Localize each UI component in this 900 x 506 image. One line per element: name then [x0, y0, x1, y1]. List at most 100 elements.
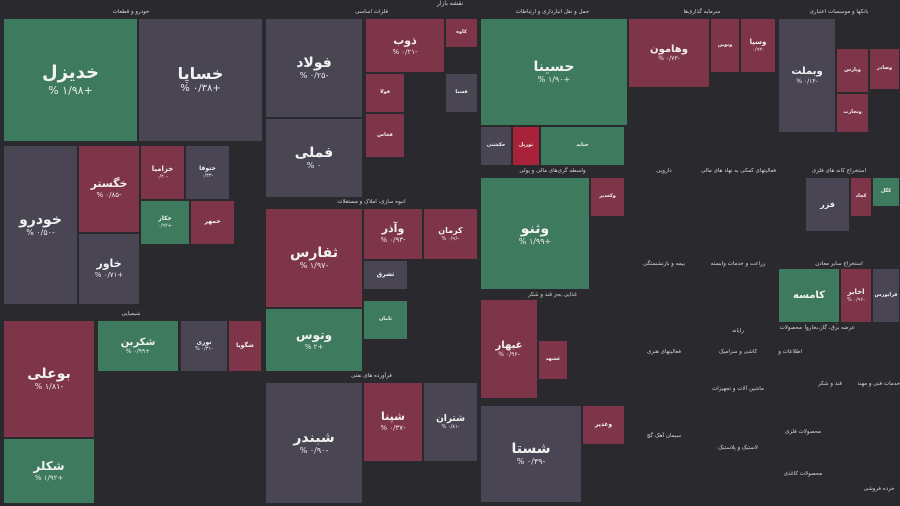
- stock-tile[interactable]: ثشرق: [363, 260, 408, 290]
- stock-change: -۰/۳۳: [201, 172, 214, 179]
- sector-label: رایانه: [732, 328, 744, 334]
- stock-symbol: خساپا: [177, 63, 224, 83]
- stock-tile[interactable]: وثنو +۱/۹۹ %: [480, 177, 590, 290]
- stock-tile[interactable]: کاوه: [445, 18, 478, 48]
- stock-tile[interactable]: شبندر -۰/۹۰ %: [265, 382, 363, 504]
- stock-symbol: کاوه: [456, 29, 467, 36]
- stock-tile[interactable]: وتوس +۲ %: [265, 308, 363, 372]
- stock-symbol: وثنو: [520, 220, 550, 237]
- stock-tile[interactable]: تورپل: [512, 126, 540, 166]
- stock-tile[interactable]: نوری -۰/۳۱ %: [180, 320, 228, 372]
- stock-symbol: غشهد: [545, 356, 561, 363]
- stock-symbol: وسپا: [749, 38, 767, 47]
- stock-symbol: وتوس: [295, 327, 333, 342]
- stock-tile[interactable]: خمهر: [190, 200, 235, 245]
- stock-tile[interactable]: ختوقا -۰/۳۳: [185, 145, 230, 200]
- stock-tile[interactable]: خگستر -۰/۸۵ %: [78, 145, 140, 233]
- sector-label: فعالیتهای هنری: [646, 349, 682, 355]
- stock-symbol: فزر: [820, 199, 835, 209]
- stock-symbol: وبملت: [791, 66, 823, 78]
- stock-tile[interactable]: فسبا: [445, 73, 478, 113]
- sector-label: کاشی و سرامیک: [718, 349, 758, 355]
- stock-tile[interactable]: وسپا -۰/۹۳: [740, 18, 776, 73]
- stock-tile[interactable]: وکغدیر: [590, 177, 625, 217]
- stock-change: -۰/۲۱ %: [392, 47, 418, 56]
- stock-symbol: حتاید: [576, 142, 589, 149]
- stock-tile[interactable]: حتاید: [540, 126, 625, 166]
- stock-symbol: فسبا: [455, 89, 468, 96]
- stock-change: +۰/۳۸ %: [180, 83, 221, 95]
- stock-tile[interactable]: فملی ۰ %: [265, 118, 363, 198]
- stock-change: -۰/۹۶ %: [847, 296, 865, 303]
- stock-tile[interactable]: وصادر: [869, 48, 900, 90]
- stock-tile[interactable]: ثامان: [363, 300, 408, 340]
- stock-symbol: خاور: [96, 257, 122, 271]
- stock-change: ۰ %: [306, 161, 322, 171]
- stock-symbol: خدیزل: [42, 62, 99, 84]
- stock-change: +۱/۹۰ %: [537, 75, 571, 85]
- stock-tile[interactable]: خدیزل +۱/۹۸ %: [3, 18, 138, 142]
- stock-tile[interactable]: فولاد -۰/۲۵ %: [265, 18, 363, 118]
- stock-tile[interactable]: شکلر +۱/۹۲ %: [3, 438, 95, 504]
- stock-tile[interactable]: شستا -۰/۴۹ %: [480, 405, 582, 503]
- stock-tile[interactable]: بوعلی -۱/۸۱ %: [3, 320, 95, 438]
- stock-tile[interactable]: فولا: [365, 73, 405, 113]
- stock-symbol: وآذر: [381, 222, 405, 236]
- stock-tile[interactable]: خودرو -۰/۵۰ %: [3, 145, 78, 305]
- stock-tile[interactable]: وغدیر: [582, 405, 625, 445]
- stock-tile[interactable]: خکار +۰/۹۴: [140, 200, 190, 245]
- stock-tile[interactable]: فزر: [805, 177, 850, 232]
- stock-tile[interactable]: وپارس: [836, 48, 869, 93]
- stock-tile[interactable]: غشهد: [538, 340, 568, 380]
- stock-tile[interactable]: حسینا +۱/۹۰ %: [480, 18, 628, 126]
- stock-symbol: خودرو: [19, 212, 62, 229]
- stock-tile[interactable]: کچاد: [850, 177, 872, 217]
- stock-tile[interactable]: ونوین: [710, 18, 740, 73]
- sector-label: محصولات چوبی: [778, 325, 802, 331]
- stock-tile[interactable]: شپنا -۰/۳۷ %: [363, 382, 423, 462]
- sector-label: زراعت و خدمات وابسته: [710, 261, 766, 267]
- stock-change: -۰/۸۱ %: [441, 424, 460, 431]
- stock-change: +۰/۹۴: [158, 222, 172, 229]
- stock-symbol: حسینا: [533, 59, 575, 76]
- sector-label: ماشین آلات و تجهیزات: [712, 386, 764, 392]
- stock-tile[interactable]: فخاس: [365, 113, 405, 158]
- stock-tile[interactable]: وآذر -۰/۹۳ %: [363, 208, 423, 260]
- stock-change: +۰/۹۹ %: [125, 348, 151, 356]
- stock-tile[interactable]: کرمان -۰/۹۶ %: [423, 208, 478, 260]
- stock-tile[interactable]: خاور +۰/۷۱ %: [78, 233, 140, 305]
- stock-symbol: خکار: [158, 215, 172, 223]
- sector-label: فلزات اساسی: [355, 9, 388, 15]
- stock-tile[interactable]: وتجارت: [836, 93, 869, 133]
- stock-change: -۰/۱۴ %: [796, 77, 818, 85]
- stock-tile[interactable]: اخابر -۰/۹۶ %: [840, 268, 872, 323]
- stock-change: +۲ %: [304, 342, 324, 351]
- stock-tile[interactable]: ثفارس -۱/۹۷ %: [265, 208, 363, 308]
- stock-symbol: بوعلی: [27, 366, 71, 383]
- stock-symbol: غبهار: [495, 339, 523, 351]
- stock-symbol: فخاس: [377, 131, 393, 138]
- sector-label: سیمان آهک گچ: [646, 433, 682, 439]
- sector-label: فرآورده های نفتی: [351, 373, 392, 379]
- stock-tile[interactable]: کگل: [872, 177, 900, 207]
- sector-label: لاستیک و پلاستیک: [718, 445, 758, 451]
- stock-tile[interactable]: شتران -۰/۸۱ %: [423, 382, 478, 462]
- stock-tile[interactable]: حکشتی: [480, 126, 512, 166]
- stock-tile[interactable]: خساپا +۰/۳۸ %: [138, 18, 263, 142]
- stock-tile[interactable]: غبهار -۰/۹۶ %: [480, 299, 538, 399]
- stock-symbol: خگستر: [90, 177, 128, 191]
- stock-symbol: کامسه: [793, 289, 826, 301]
- stock-tile[interactable]: وهامون -۰/۷۳ %: [628, 18, 710, 88]
- stock-tile[interactable]: شکربن +۰/۹۹ %: [97, 320, 179, 372]
- stock-change: -۱/۸۱ %: [34, 382, 64, 392]
- stock-tile[interactable]: ذوب -۰/۲۱ %: [365, 18, 445, 73]
- stock-tile[interactable]: کامسه: [778, 268, 840, 323]
- stock-symbol: شستا: [511, 441, 551, 458]
- stock-tile[interactable]: وبملت -۰/۱۴ %: [778, 18, 836, 133]
- stock-symbol: ثشرق: [376, 270, 395, 278]
- stock-tile[interactable]: فرابورس: [872, 268, 900, 323]
- stock-tile[interactable]: خزامیا -۰/۴۰: [140, 145, 185, 200]
- sector-label: انبوه سازی، املاک و مستغلات: [337, 199, 406, 205]
- stock-tile[interactable]: شگویا: [228, 320, 262, 372]
